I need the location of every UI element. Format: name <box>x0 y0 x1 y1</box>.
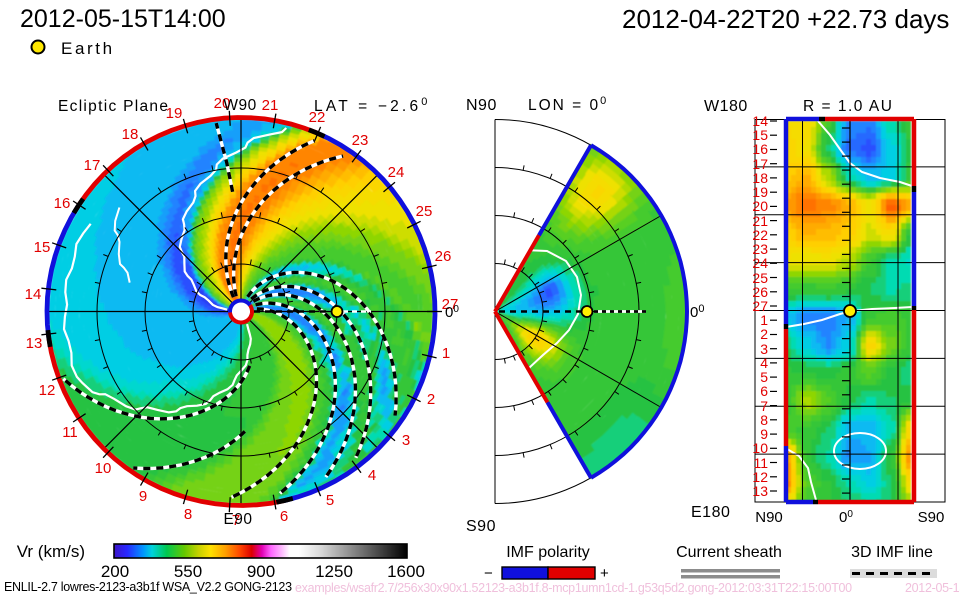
svg-text:1: 1 <box>760 312 768 328</box>
svg-text:2: 2 <box>760 326 768 342</box>
svg-text:3: 3 <box>760 341 768 357</box>
svg-text:24: 24 <box>752 255 768 271</box>
svg-text:1250: 1250 <box>315 562 353 581</box>
svg-text:8: 8 <box>760 412 768 428</box>
svg-text:200: 200 <box>101 562 129 581</box>
svg-text:2012-04-22T20 +22.73 days: 2012-04-22T20 +22.73 days <box>622 4 949 34</box>
svg-text:7: 7 <box>760 398 768 414</box>
svg-text:9: 9 <box>139 488 147 505</box>
svg-text:15: 15 <box>34 239 51 256</box>
svg-text:12: 12 <box>39 382 56 399</box>
svg-text:1600: 1600 <box>387 562 425 581</box>
svg-text:18: 18 <box>122 126 139 143</box>
svg-text:10: 10 <box>95 460 112 477</box>
svg-text:19: 19 <box>752 184 768 200</box>
svg-text:E180: E180 <box>691 504 730 521</box>
svg-text:10: 10 <box>752 440 768 456</box>
svg-text:Vr (km/s): Vr (km/s) <box>17 542 85 561</box>
svg-text:LON = 00: LON = 00 <box>528 95 608 114</box>
svg-text:14: 14 <box>752 113 768 129</box>
svg-text:21: 21 <box>752 213 768 229</box>
svg-text:5: 5 <box>326 492 334 509</box>
svg-text:22: 22 <box>752 227 768 243</box>
svg-text:23: 23 <box>752 241 768 257</box>
svg-text:25: 25 <box>416 203 433 220</box>
svg-text:15: 15 <box>752 127 768 143</box>
svg-text:6: 6 <box>280 508 288 525</box>
svg-text:26: 26 <box>752 284 768 300</box>
svg-text:2012-05-15: 2012-05-15 <box>905 581 960 595</box>
svg-text:18: 18 <box>752 170 768 186</box>
svg-text:2: 2 <box>427 391 435 408</box>
svg-text:4: 4 <box>368 467 376 484</box>
svg-text:17: 17 <box>84 157 101 174</box>
svg-text:00: 00 <box>839 509 853 526</box>
svg-text:W180: W180 <box>704 98 748 115</box>
svg-text:E90: E90 <box>223 511 252 528</box>
svg-text:Earth: Earth <box>61 39 115 58</box>
svg-text:+: + <box>600 565 609 582</box>
svg-text:8: 8 <box>184 506 192 523</box>
svg-text:13: 13 <box>752 483 768 499</box>
svg-text:23: 23 <box>352 132 369 149</box>
svg-text:9: 9 <box>760 426 768 442</box>
svg-text:17: 17 <box>752 156 768 172</box>
svg-text:19: 19 <box>166 105 183 122</box>
svg-text:IMF polarity: IMF polarity <box>506 544 590 561</box>
svg-text:LAT = −2.60: LAT = −2.60 <box>314 96 431 115</box>
svg-text:11: 11 <box>62 424 78 441</box>
svg-text:16: 16 <box>752 141 768 157</box>
svg-text:25: 25 <box>752 270 768 286</box>
svg-text:22: 22 <box>309 109 326 126</box>
svg-text:Current sheath: Current sheath <box>676 544 782 561</box>
svg-text:00: 00 <box>690 303 704 321</box>
svg-text:1: 1 <box>442 345 450 362</box>
svg-text:ENLIL-2.7 lowres-2123-a3b1f WS: ENLIL-2.7 lowres-2123-a3b1f WSA_V2.2 GON… <box>4 580 292 594</box>
svg-text:S90: S90 <box>918 509 945 526</box>
svg-text:−: − <box>484 565 493 582</box>
svg-text:900: 900 <box>247 562 275 581</box>
svg-text:550: 550 <box>174 562 202 581</box>
svg-text:S90: S90 <box>466 518 496 535</box>
svg-text:N90: N90 <box>755 509 783 526</box>
svg-text:13: 13 <box>26 335 43 352</box>
svg-text:20: 20 <box>752 198 768 214</box>
svg-text:examples/wsafr2.7/256x30x90x1.: examples/wsafr2.7/256x30x90x1.52123-a3b1… <box>295 581 852 595</box>
svg-text:4: 4 <box>760 355 768 371</box>
svg-text:27: 27 <box>442 296 459 313</box>
svg-text:3D IMF line: 3D IMF line <box>851 544 933 561</box>
svg-text:7: 7 <box>232 512 240 529</box>
svg-text:Ecliptic Plane: Ecliptic Plane <box>58 98 169 115</box>
svg-text:5: 5 <box>760 369 768 385</box>
svg-text:W90: W90 <box>223 97 256 114</box>
svg-text:16: 16 <box>54 195 71 212</box>
svg-text:00: 00 <box>445 304 459 321</box>
svg-text:11: 11 <box>753 455 768 471</box>
svg-text:3: 3 <box>402 432 410 449</box>
svg-text:21: 21 <box>262 97 279 114</box>
svg-text:R = 1.0 AU: R = 1.0 AU <box>803 98 893 115</box>
svg-text:12: 12 <box>752 469 768 485</box>
svg-text:27: 27 <box>752 298 768 314</box>
svg-text:6: 6 <box>760 383 768 399</box>
svg-text:24: 24 <box>388 164 405 181</box>
svg-text:26: 26 <box>435 248 452 265</box>
svg-text:N90: N90 <box>466 97 497 114</box>
svg-text:14: 14 <box>25 286 42 303</box>
svg-text:20: 20 <box>214 95 231 112</box>
svg-text:2012-05-15T14:00: 2012-05-15T14:00 <box>20 5 226 33</box>
